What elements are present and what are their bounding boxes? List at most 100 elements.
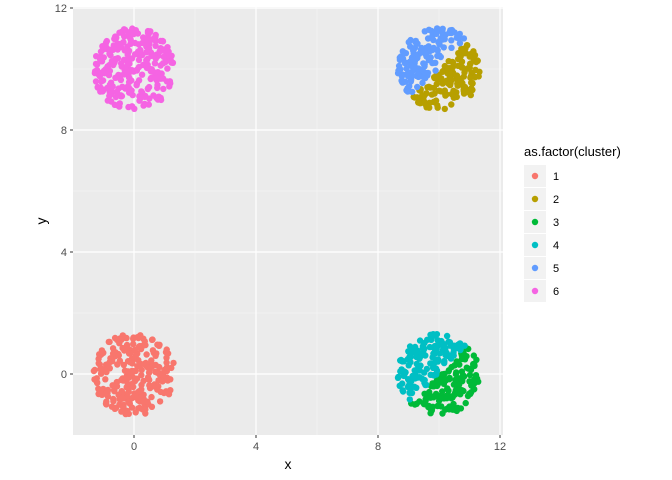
point-cluster-4 [408,389,416,397]
point-cluster-2 [421,92,428,99]
legend-key-2 [531,195,539,203]
legend-item-1: 1 [524,165,559,187]
point-cluster-1 [130,334,137,341]
point-cluster-3 [427,410,434,417]
point-cluster-1 [111,405,119,412]
point-cluster-6 [140,102,147,109]
legend-label-3: 3 [553,217,559,229]
x-tick-label: 0 [131,441,137,453]
y-tick-label: 0 [61,369,67,381]
point-cluster-3 [445,387,452,394]
point-cluster-6 [121,33,128,40]
data-points [90,25,483,418]
point-cluster-6 [112,33,119,40]
point-cluster-1 [102,400,110,407]
series-5 [394,25,468,96]
point-cluster-4 [421,339,428,347]
point-cluster-5 [448,37,455,44]
point-cluster-1 [106,338,113,346]
point-cluster-6 [126,60,133,67]
point-cluster-5 [425,43,432,50]
point-cluster-5 [420,60,427,67]
point-cluster-1 [168,364,175,372]
point-cluster-6 [93,66,101,74]
point-cluster-5 [414,83,421,91]
point-cluster-3 [446,374,453,382]
point-cluster-5 [405,73,412,80]
point-cluster-1 [149,336,156,343]
point-cluster-2 [450,94,457,101]
point-cluster-1 [163,346,170,353]
point-cluster-2 [469,80,476,87]
point-cluster-4 [452,345,459,352]
point-cluster-4 [430,364,437,371]
point-cluster-6 [117,76,125,84]
point-cluster-2 [444,65,451,72]
point-cluster-1 [124,407,131,415]
point-cluster-2 [431,74,438,81]
point-cluster-3 [455,381,463,388]
point-cluster-6 [120,39,127,46]
point-cluster-3 [439,388,446,395]
legend-label-4: 4 [553,240,559,252]
point-cluster-6 [140,34,147,41]
point-cluster-6 [128,77,135,84]
point-cluster-6 [155,93,162,100]
point-cluster-6 [148,66,155,73]
point-cluster-1 [91,376,98,383]
point-cluster-1 [143,351,150,358]
point-cluster-5 [448,44,455,51]
point-cluster-6 [154,84,161,92]
legend-key-5 [531,264,539,272]
point-cluster-6 [102,39,110,46]
point-cluster-6 [111,59,118,66]
point-cluster-3 [452,370,460,378]
point-cluster-5 [408,57,415,64]
point-cluster-4 [422,381,429,389]
point-cluster-6 [128,103,136,110]
point-cluster-2 [472,66,479,74]
point-cluster-1 [130,340,137,348]
x-tick-label: 4 [253,441,259,453]
point-cluster-6 [94,61,101,68]
point-cluster-5 [456,40,464,47]
point-cluster-1 [102,376,109,383]
point-cluster-4 [435,338,442,346]
point-cluster-1 [163,359,170,366]
point-cluster-6 [124,83,131,90]
point-cluster-4 [400,358,407,365]
point-cluster-4 [434,358,442,365]
point-cluster-6 [152,31,159,39]
point-cluster-1 [118,388,126,395]
legend: as.factor(cluster) 1 2 3 4 5 6 [524,144,621,302]
point-cluster-1 [133,375,141,382]
point-cluster-2 [467,74,474,81]
point-cluster-2 [430,98,437,106]
point-cluster-4 [408,378,415,385]
point-cluster-2 [461,83,469,91]
point-cluster-4 [397,368,404,375]
point-cluster-6 [116,103,123,110]
point-cluster-1 [110,395,117,403]
point-cluster-1 [135,334,142,342]
point-cluster-1 [128,404,136,411]
point-cluster-3 [473,375,481,382]
point-cluster-6 [164,65,171,72]
point-cluster-1 [125,374,132,381]
point-cluster-2 [449,59,457,66]
legend-label-1: 1 [553,171,559,183]
series-1 [90,332,177,418]
point-cluster-4 [395,373,402,381]
point-cluster-1 [132,352,139,359]
legend-item-6: 6 [524,280,559,302]
point-cluster-6 [99,88,106,95]
point-cluster-1 [91,366,99,374]
point-cluster-6 [97,48,105,55]
point-cluster-1 [102,390,109,397]
point-cluster-6 [159,38,167,45]
point-cluster-1 [144,364,151,371]
point-cluster-2 [441,105,448,113]
series-4 [394,331,468,403]
point-cluster-4 [436,350,443,357]
